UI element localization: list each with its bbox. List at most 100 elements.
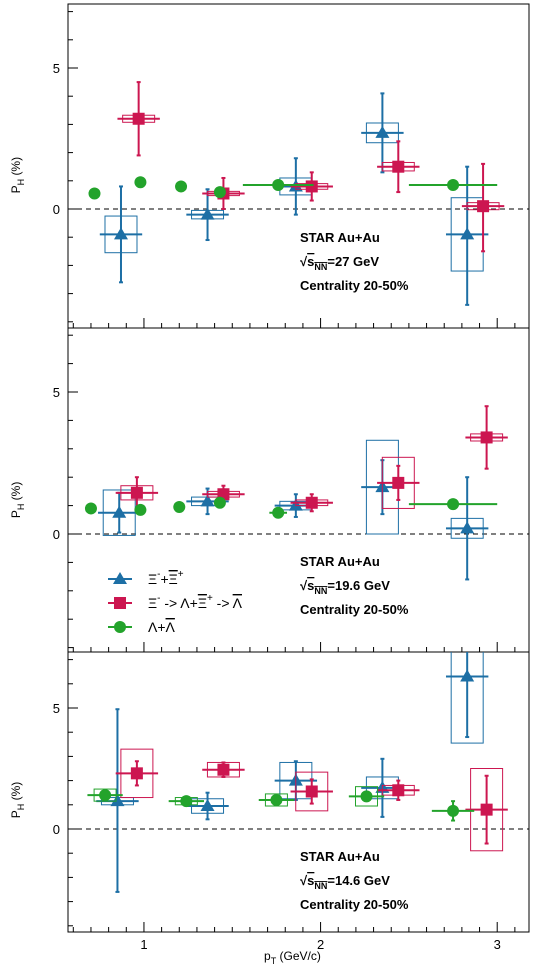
legend-entry-xi: Ξ-+Ξ+ [108,569,184,587]
marker-lambda [180,795,193,808]
legend-entry-lambda: Λ+Λ [108,619,176,635]
y-axis-label-main: P [9,185,23,193]
legend-xl-part2: - [157,593,160,604]
legend-xi-part4: Ξ [169,571,178,587]
energy-sub: NN [314,262,327,272]
y-tick-label: 0 [53,822,60,837]
panel-14.6: 0 5 PH (%) STAR Au+Au √sNN=14.6 GeV Centralit… [9,651,530,933]
marker-xi_via_lambda [305,496,318,509]
marker-xi_via_lambda [392,160,405,173]
energy-prefix: s [307,578,314,593]
y-axis-label-unit: (%) [9,782,23,804]
legend-text-xi: Ξ-+Ξ+ [148,569,184,587]
marker-xi [110,794,125,807]
legend-xl-part1: Ξ [148,595,157,611]
legend-xi-part3: + [160,571,168,587]
panel-data [88,81,505,306]
x-axis-label-sub: T [271,956,277,966]
marker-xi_via_lambda [132,112,145,125]
x-tick-label: 1 [140,937,147,952]
y-axis-label: PH (%) [9,482,26,519]
series-xi_via_lambda [117,81,505,253]
marker-lambda [175,180,188,193]
series-xi_via_lambda [115,748,508,852]
y-axis-label-unit: (%) [9,157,23,179]
y-tick-label: 5 [53,61,60,76]
x-axis-label: pT (GeV/c) [264,949,321,966]
panel-data [87,652,508,893]
marker-lambda [447,498,460,511]
marker-xi_via_lambda [217,763,230,776]
marker-xi_via_lambda [480,803,493,816]
legend-text-xi-via-lambda: Ξ- -> Λ+Ξ+ -> Λ [148,593,243,611]
legend-xl-part7: Λ [233,595,243,611]
energy-value: =14.6 GeV [327,873,390,888]
legend-xi-part2: - [157,569,160,580]
y-tick-label: 0 [53,527,60,542]
legend-entry-xi-via-lambda: Ξ- -> Λ+Ξ+ -> Λ [108,593,243,611]
y-tick-label: 5 [53,701,60,716]
y-axis-label: PH (%) [9,782,26,819]
annotation-experiment: STAR Au+Au [300,230,380,245]
y-axis-label-sub: H [16,504,26,511]
marker-xi [460,521,475,534]
legend-xl-part6: -> [213,595,233,611]
annotation-experiment: STAR Au+Au [300,849,380,864]
panel-data [84,405,508,581]
annotation-centrality: Centrality 20-50% [300,602,409,617]
series-xi [99,92,489,306]
legend-xi-part1: Ξ [148,571,157,587]
marker-xi [460,227,475,240]
marker-lambda [272,506,285,519]
energy-sub: NN [314,586,327,596]
energy-value: =19.6 GeV [327,578,390,593]
x-tick-label: 2 [317,937,324,952]
marker-xi_via_lambda [480,431,493,444]
y-axis-label-sub: H [16,804,26,811]
legend-lambda-part2: Λ [166,619,176,635]
y-axis-label-main: P [9,510,23,518]
annotation-energy: √sNN=19.6 GeV [300,578,390,596]
marker-lambda [360,790,373,803]
x-axis-label-main: p [264,949,271,963]
series-lambda [88,176,498,200]
series-lambda [84,496,498,519]
energy-sqrt: √ [300,873,308,888]
energy-sub: NN [314,881,327,891]
marker-xi [112,505,127,518]
annotation-centrality: Centrality 20-50% [300,897,409,912]
y-tick-label: 5 [53,385,60,400]
annotation-centrality: Centrality 20-50% [300,278,409,293]
x-tick-label: 3 [494,937,501,952]
marker-lambda [447,179,460,192]
energy-value: =27 GeV [327,254,379,269]
legend-xi-part5: + [178,569,184,580]
marker-xi_via_lambda [305,785,318,798]
panel-27: 0 5 PH (%) STAR Au+Au √sNN=27 GeV Centrality … [9,3,530,329]
marker-xi_via_lambda [305,180,318,193]
marker-xi_via_lambda [392,476,405,489]
legend-marker-xi [113,572,127,584]
energy-sqrt: √ [300,254,308,269]
x-axis-label-unit: (GeV/c) [276,949,321,963]
marker-xi_via_lambda [130,767,143,780]
marker-xi_via_lambda [130,486,143,499]
marker-xi [200,799,215,812]
marker-lambda [272,179,285,192]
legend-text-lambda: Λ+Λ [148,619,176,635]
legend: Ξ-+Ξ+ Ξ- -> Λ+Ξ+ -> Λ Λ+Λ [108,569,243,635]
panel-frame [67,3,530,329]
legend-marker-lambda [114,621,126,633]
y-axis-label: PH (%) [9,157,26,194]
legend-xl-part4: Ξ [198,595,207,611]
marker-xi_via_lambda [392,784,405,797]
marker-xi [460,669,475,682]
energy-prefix: s [307,873,314,888]
y-axis-label-unit: (%) [9,482,23,504]
marker-xi [200,494,215,507]
y-tick-label: 0 [53,202,60,217]
marker-lambda [134,503,147,516]
panel-frame [67,651,530,933]
series-xi_via_lambda [115,405,508,513]
